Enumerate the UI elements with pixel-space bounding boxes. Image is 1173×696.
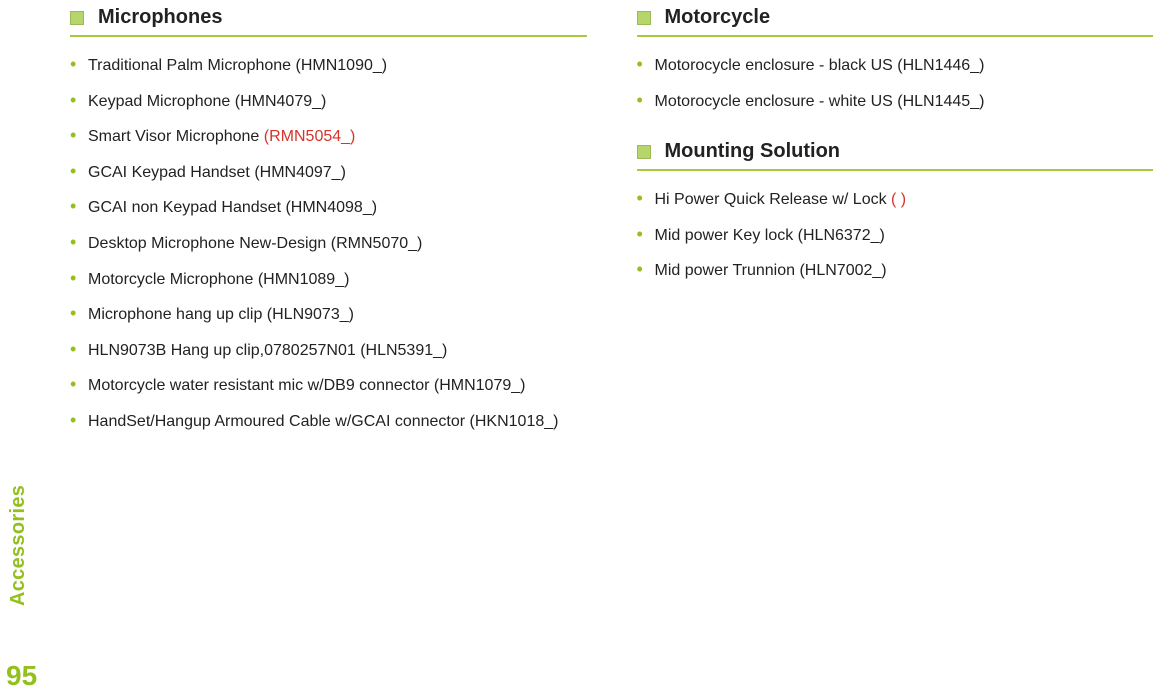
sidebar-section-label: Accessories [7,485,30,606]
item-text: GCAI non Keypad Handset (HMN4098_) [88,199,377,216]
mounting-solution-list: Hi Power Quick Release w/ Lock ( ) Mid p… [637,189,1154,282]
item-highlight: ( ) [891,191,906,208]
item-text: GCAI Keypad Handset (HMN4097_) [88,164,346,181]
square-marker-icon [70,11,84,25]
list-item: Hi Power Quick Release w/ Lock ( ) [637,189,1154,211]
list-item: Traditional Palm Microphone (HMN1090_) [70,55,587,77]
list-item: Microphone hang up clip (HLN9073_) [70,304,587,326]
page-number: 95 [6,660,37,692]
left-column: Microphones Traditional Palm Microphone … [70,0,587,696]
list-item: Motorcycle Microphone (HMN1089_) [70,269,587,291]
item-text: Mid power Trunnion (HLN7002_) [655,262,887,279]
item-text: HLN9073B Hang up clip,0780257N01 (HLN539… [88,342,447,359]
item-text: Microphone hang up clip (HLN9073_) [88,306,354,323]
content-area: Microphones Traditional Palm Microphone … [70,0,1153,696]
section-rule [637,169,1154,171]
list-item: Mid power Trunnion (HLN7002_) [637,260,1154,282]
item-text: Traditional Palm Microphone (HMN1090_) [88,57,387,74]
item-highlight: (RMN5054_) [264,128,356,145]
right-column: Motorcycle Motorocycle enclosure - black… [637,0,1154,696]
list-item: Motorocycle enclosure - black US (HLN144… [637,55,1154,77]
item-text: Desktop Microphone New-Design (RMN5070_) [88,235,422,252]
item-text: HandSet/Hangup Armoured Cable w/GCAI con… [88,413,558,430]
motorcycle-list: Motorocycle enclosure - black US (HLN144… [637,55,1154,112]
item-text: Keypad Microphone (HMN4079_) [88,93,326,110]
list-item: Keypad Microphone (HMN4079_) [70,91,587,113]
section-title: Mounting Solution [665,140,841,163]
square-marker-icon [637,145,651,159]
list-item: Motorocycle enclosure - white US (HLN144… [637,91,1154,113]
list-item: Motorcycle water resistant mic w/DB9 con… [70,375,587,397]
microphones-list: Traditional Palm Microphone (HMN1090_) K… [70,55,587,433]
section-title: Microphones [98,6,222,29]
item-text: Mid power Key lock (HLN6372_) [655,227,885,244]
square-marker-icon [637,11,651,25]
list-item: Smart Visor Microphone (RMN5054_) [70,126,587,148]
section-rule [70,35,587,37]
item-text: Hi Power Quick Release w/ Lock [655,191,892,208]
list-item: HandSet/Hangup Armoured Cable w/GCAI con… [70,411,587,433]
list-item: GCAI non Keypad Handset (HMN4098_) [70,197,587,219]
section-title: Motorcycle [665,6,771,29]
item-text: Motorcycle water resistant mic w/DB9 con… [88,377,525,394]
section-heading-motorcycle: Motorcycle [637,6,1154,29]
item-text: Motorcycle Microphone (HMN1089_) [88,271,349,288]
item-text: Motorocycle enclosure - black US (HLN144… [655,57,985,74]
item-text: Motorocycle enclosure - white US (HLN144… [655,93,985,110]
section-heading-microphones: Microphones [70,6,587,29]
list-item: Mid power Key lock (HLN6372_) [637,225,1154,247]
section-heading-mounting-solution: Mounting Solution [637,140,1154,163]
section-rule [637,35,1154,37]
list-item: HLN9073B Hang up clip,0780257N01 (HLN539… [70,340,587,362]
item-text: Smart Visor Microphone [88,128,264,145]
list-item: GCAI Keypad Handset (HMN4097_) [70,162,587,184]
list-item: Desktop Microphone New-Design (RMN5070_) [70,233,587,255]
